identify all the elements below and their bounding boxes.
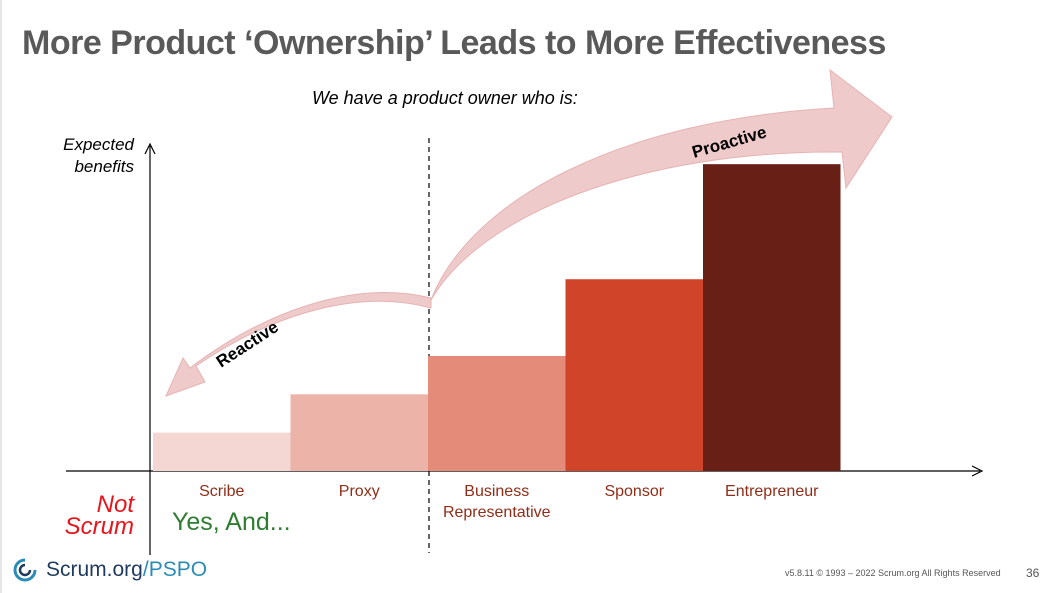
slide-edge [0, 0, 2, 593]
not-scrum-label: Not Scrum [64, 491, 134, 540]
slide-title: More Product ‘Ownership’ Leads to More E… [22, 24, 886, 62]
bar-scribe [153, 432, 291, 471]
logo-accent-text: /PSPO [142, 558, 208, 581]
logo-main-text: Scrum.org [46, 558, 143, 581]
bar-sponsor [565, 279, 703, 471]
category-label-entrepreneur: Entrepreneur [725, 483, 819, 500]
scrum-logo-icon [13, 558, 37, 582]
y-axis-arrowhead [144, 142, 156, 155]
x-axis-arrowhead [971, 465, 984, 477]
y-axis-label: Expected benefits [63, 135, 134, 176]
bar-business-representative [428, 355, 566, 471]
category-label-scribe: Scribe [199, 483, 244, 500]
reactive-arrow [165, 292, 432, 397]
bar-entrepreneur [703, 164, 841, 472]
bar-proxy [290, 394, 428, 471]
category-label-sponsor: Sponsor [604, 483, 664, 500]
chart-subtitle: We have a product owner who is: [312, 88, 578, 108]
bars-group [153, 164, 841, 472]
category-labels-group: Scribe Proxy Business Representative Sponsor… [199, 483, 819, 521]
yes-and-label: Yes, And... [172, 508, 291, 536]
copyright-notice: v5.8.11 © 1993 – 2022 Scrum.org All Righ… [785, 568, 1001, 578]
category-label-business-representative: Business Representative [443, 483, 551, 521]
page-number: 36 [1026, 566, 1040, 580]
category-label-proxy: Proxy [339, 483, 380, 500]
proactive-arrow [430, 68, 893, 301]
logo-text: Scrum.org/PSPO [46, 558, 207, 582]
scrum-org-logo: Scrum.org/PSPO [10, 557, 207, 583]
